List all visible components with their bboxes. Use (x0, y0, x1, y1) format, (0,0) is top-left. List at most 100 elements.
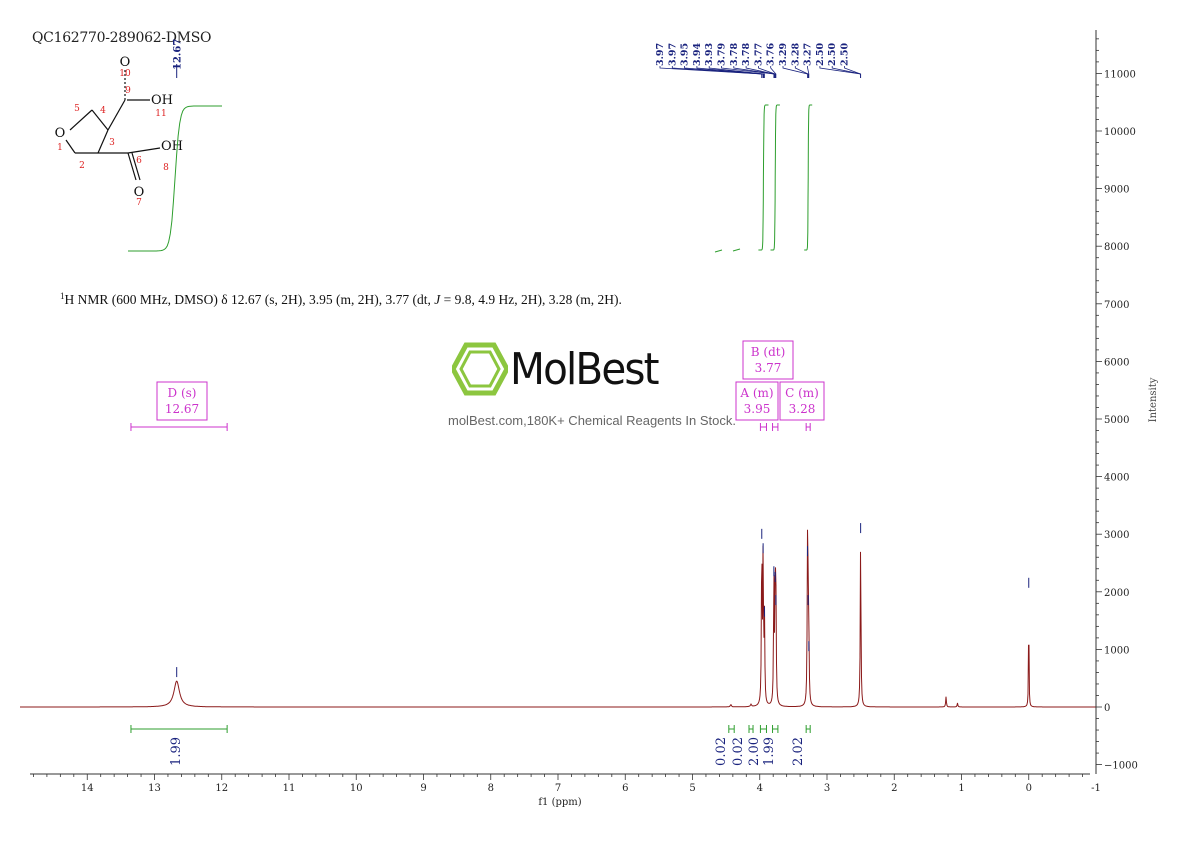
peak-label: 3.28 (790, 42, 801, 66)
peak-label: 2.50 (840, 42, 851, 66)
x-tick-label: 7 (555, 783, 561, 794)
peak-label-connector (721, 66, 775, 78)
x-tick-label: 0 (1026, 783, 1032, 794)
sample-id: QC162770-289062-DMSO (32, 30, 212, 46)
atom-label: OH (151, 93, 173, 108)
integral-value: 2.02 (791, 737, 806, 766)
integral-value: 2.00 (747, 737, 762, 766)
peak-label: 2.50 (827, 42, 838, 66)
y-tick-label: 9000 (1104, 185, 1129, 196)
atom-number: 3 (109, 138, 115, 148)
x-tick-label: 9 (420, 783, 426, 794)
atom-number: 11 (155, 109, 166, 119)
integral-group: 1.99 0.02 0.02 2.00 1.99 2.02 (130, 725, 811, 766)
nmr-description-tail: = 9.8, 4.9 Hz, 2H), 3.28 (m, 2H). (440, 292, 622, 307)
multiplet-box (156, 381, 208, 421)
peak-label: 3.76 (766, 42, 777, 66)
peak-label-connector (708, 66, 765, 78)
peak-label: 3.29 (778, 42, 789, 66)
spectrum-trace (20, 529, 1096, 708)
multiplet-label: D (s) (168, 386, 197, 400)
integral-value: 0.02 (714, 737, 729, 766)
benzene-logo-icon (452, 342, 508, 396)
x-axis: 14 13 12 11 10 9 8 7 6 5 4 3 2 1 0 -1f1 (ppm) (30, 773, 1101, 808)
atom-number: 5 (74, 104, 80, 114)
multiplet-label: C (m) (785, 386, 819, 400)
integral-curve (128, 105, 222, 252)
peak-label-connector (770, 66, 777, 78)
x-tick-label: -1 (1091, 783, 1101, 794)
multiplet-value: 3.77 (755, 361, 782, 375)
peak-markers (176, 523, 1030, 678)
structure-labels: O O OH OH O 1 2 3 4 5 6 7 8 9 10 11 (55, 55, 183, 208)
peak-label-connector (671, 66, 763, 78)
integral-value: 0.02 (731, 737, 746, 766)
x-tick-label: 14 (81, 783, 94, 794)
nmr-nucleus-superscript: 1 (60, 291, 65, 301)
integral-curve (758, 104, 769, 251)
atom-number: 4 (100, 106, 106, 116)
peak-label: 3.27 (803, 43, 814, 66)
x-tick-label: 10 (350, 783, 363, 794)
integral-value: 1.99 (762, 737, 777, 766)
integral-curve (804, 104, 813, 251)
atom-label: O (55, 126, 66, 141)
y-tick-label: 11000 (1104, 69, 1136, 80)
y-tick-label: 1000 (1104, 645, 1129, 656)
nmr-j-symbol: J (434, 292, 441, 307)
atom-number: 6 (136, 156, 142, 166)
peak-label: 3.78 (729, 42, 740, 66)
multiplet-label: B (dt) (751, 345, 786, 359)
peak-label-connector (745, 66, 775, 78)
peak-label: 3.95 (680, 43, 691, 66)
peak-label: 3.78 (741, 42, 752, 66)
integral-value: 1.99 (169, 737, 184, 766)
integral-curves (128, 104, 813, 253)
nmr-description: 1H NMR (600 MHz, DMSO) δ 12.67 (s, 2H), … (60, 291, 622, 308)
x-tick-label: 2 (891, 783, 897, 794)
logo-tagline: molBest.com,180K+ Chemical Reagents In S… (448, 413, 736, 428)
atom-number: 2 (79, 161, 85, 171)
y-tick-label: 7000 (1104, 300, 1129, 311)
peak-label: 3.94 (692, 42, 703, 66)
x-tick-label: 6 (622, 783, 628, 794)
atom-number: 7 (136, 198, 142, 208)
y-axis-title: Intensity (1148, 377, 1159, 422)
multiplet-box (735, 381, 779, 421)
atom-label: OH (161, 139, 183, 154)
molbest-logo: MolBest (452, 342, 752, 402)
multiplet-value: 3.95 (744, 402, 771, 416)
y-tick-label: 2000 (1104, 588, 1129, 599)
atom-number: 10 (119, 69, 131, 79)
multiplet-box (742, 340, 794, 380)
y-tick-label: 10000 (1104, 127, 1136, 138)
x-tick-label: 12 (215, 783, 228, 794)
atom-number: 1 (57, 143, 63, 153)
x-tick-label: 5 (689, 783, 695, 794)
peak-label: 3.79 (717, 42, 728, 66)
y-tick-label: 5000 (1104, 415, 1129, 426)
y-tick-label: 4000 (1104, 473, 1129, 484)
y-tick-label: 8000 (1104, 242, 1129, 253)
peak-label: 3.97 (655, 43, 666, 66)
atom-label: O (134, 185, 145, 200)
integral-curve (770, 104, 780, 251)
peak-label-connector (758, 66, 776, 78)
peak-label-connector (782, 66, 808, 78)
x-tick-label: 13 (148, 783, 161, 794)
x-axis-title: f1 (ppm) (538, 797, 581, 808)
peak-label-connector (794, 66, 809, 78)
peak-label-group: 12.67 3.97 3.97 3.95 3.94 3.93 3.79 3.78 3.78 3.7… (173, 39, 862, 78)
peak-label-connector (684, 66, 764, 78)
peak-label: 3.97 (667, 43, 678, 66)
peak-label-connector (807, 66, 810, 78)
y-tick-label: 0 (1104, 703, 1110, 714)
x-tick-label: 4 (757, 783, 763, 794)
y-axis: 1100010000900080007000600050004000300020… (1095, 30, 1159, 774)
peak-label: 3.77 (753, 43, 764, 66)
chemical-structure (65, 70, 161, 181)
peak-label-connector (696, 66, 765, 78)
peak-label-connector (844, 66, 862, 78)
atom-label: O (120, 55, 131, 70)
